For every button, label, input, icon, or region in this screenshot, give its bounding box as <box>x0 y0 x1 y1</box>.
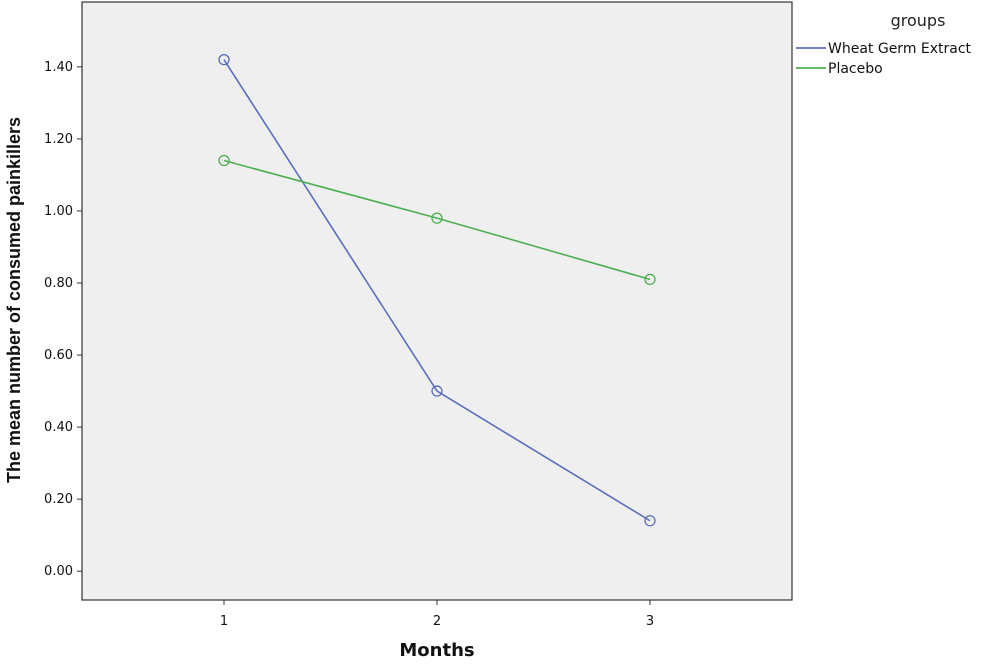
series-layer <box>218 53 656 527</box>
data-point <box>644 515 656 527</box>
y-tick-label: 0.80 <box>44 276 73 291</box>
y-tick-label: 1.00 <box>44 204 73 219</box>
legend-label: Placebo <box>828 61 883 77</box>
legend-label: Wheat Germ Extract <box>828 41 972 57</box>
x-tick-label: 1 <box>220 614 228 629</box>
legend: groups Wheat Germ Extract Placebo <box>796 11 972 77</box>
series-line <box>223 159 651 281</box>
y-tick-label: 0.40 <box>44 420 73 435</box>
data-point <box>431 212 443 224</box>
y-tick-label: 0.20 <box>44 492 73 507</box>
y-tick-label: 1.40 <box>44 60 73 75</box>
x-axis-title: Months <box>399 640 474 660</box>
legend-title: groups <box>891 11 946 30</box>
series-line <box>223 59 651 522</box>
data-point <box>218 53 230 66</box>
plot-area <box>81 1 793 601</box>
y-axis: 0.00 0.20 0.40 0.60 0.80 1.00 1.20 1.40 <box>44 60 82 579</box>
y-tick-label: 0.00 <box>44 564 73 579</box>
y-axis-title: The mean number of consumed painkillers <box>4 117 24 483</box>
y-tick-label: 0.60 <box>44 348 73 363</box>
data-point <box>431 385 443 397</box>
data-point <box>218 154 230 167</box>
x-tick-label: 3 <box>646 614 654 629</box>
y-tick-label: 1.20 <box>44 132 73 147</box>
data-point <box>644 273 656 286</box>
x-axis: 1 2 3 <box>220 600 654 629</box>
x-tick-label: 2 <box>433 614 441 629</box>
